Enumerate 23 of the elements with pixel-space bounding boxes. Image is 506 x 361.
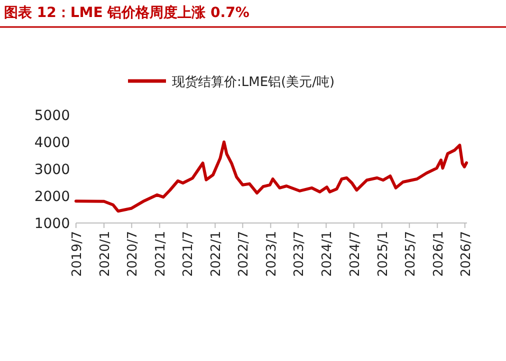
- x-tick-label: 2020/7: [126, 231, 141, 277]
- x-tick-label: 2024/1: [320, 231, 336, 277]
- x-tick-label: 2024/7: [348, 231, 363, 277]
- x-tick-label: 2022/7: [236, 231, 252, 277]
- legend-label: 现货结算价:LME铝(美元/吨): [172, 74, 335, 90]
- x-tick-label: 2023/1: [264, 231, 280, 277]
- x-tick-label: 2020/1: [98, 231, 113, 277]
- y-tick-label: 5000: [34, 108, 70, 124]
- x-tick-label: 2025/1: [376, 231, 391, 277]
- y-tick-label: 2000: [34, 189, 70, 205]
- x-tick-label: 2026/1: [431, 231, 446, 277]
- y-tick-label: 4000: [34, 135, 70, 151]
- y-tick-label: 1000: [34, 216, 70, 232]
- line-series: [74, 140, 468, 213]
- x-tick-label: 2022/1: [209, 231, 224, 277]
- x-tick-label: 2021/7: [181, 231, 196, 277]
- x-tick-label: 2019/7: [70, 231, 85, 277]
- chart-title: 图表 12：LME 铝价格周度上涨 0.7%: [4, 4, 250, 21]
- x-tick-label: 2023/7: [292, 231, 308, 277]
- x-tick-label: 2026/7: [458, 231, 474, 277]
- y-tick-label: 3000: [34, 162, 70, 178]
- x-tick-label: 2021/1: [154, 231, 169, 277]
- x-tick-label: 2025/7: [403, 231, 418, 277]
